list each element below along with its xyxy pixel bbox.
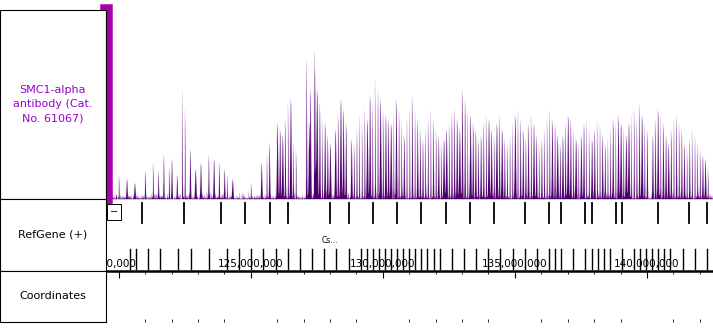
Text: −: − bbox=[110, 207, 118, 217]
Text: SMC1-alpha
antibody (Cat.
No. 61067): SMC1-alpha antibody (Cat. No. 61067) bbox=[13, 86, 93, 123]
Text: Cs...: Cs... bbox=[321, 236, 337, 245]
Bar bbox=[108, 204, 120, 220]
Text: Coordinates: Coordinates bbox=[19, 292, 86, 301]
Text: RefGene (+): RefGene (+) bbox=[18, 230, 88, 239]
